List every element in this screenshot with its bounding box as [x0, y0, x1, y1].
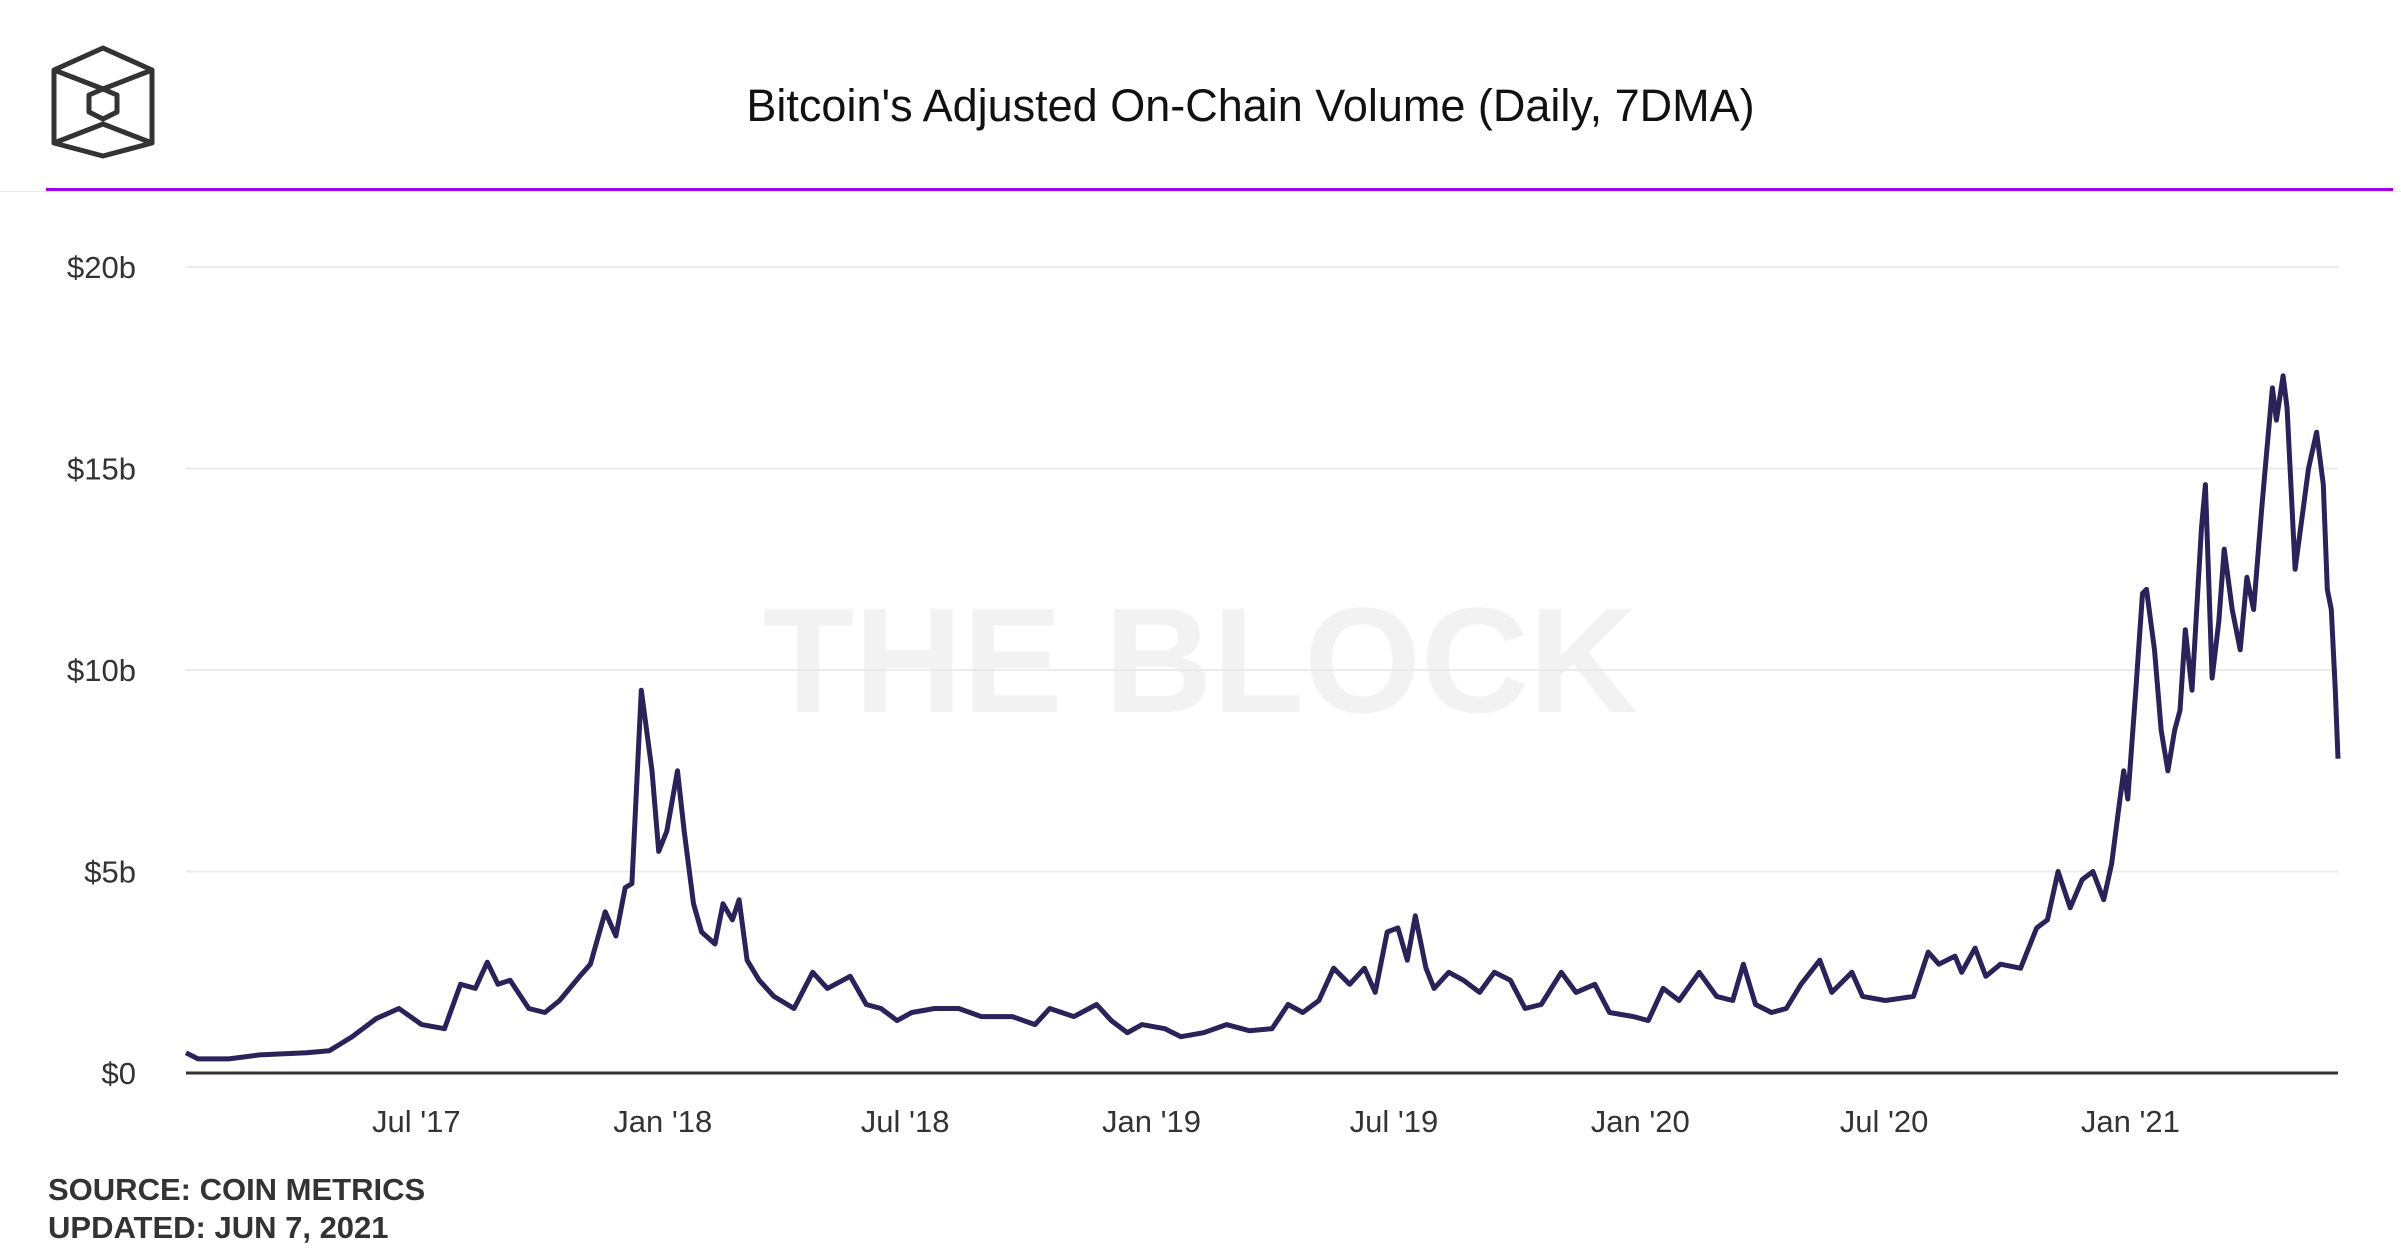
y-tick-label: $20b — [67, 250, 136, 285]
the-block-logo — [51, 45, 155, 159]
x-tick-label: Jan '20 — [1591, 1104, 1690, 1139]
volume-series-line — [184, 373, 2341, 1062]
watermark: THE BLOCK — [763, 576, 1638, 744]
y-tick-label: $15b — [67, 452, 136, 487]
y-tick-label: $5b — [84, 855, 136, 890]
x-tick-label: Jan '18 — [613, 1104, 712, 1139]
x-tick-label: Jan '21 — [2081, 1104, 2180, 1139]
source-note: SOURCE: COIN METRICS — [48, 1172, 426, 1207]
header-divider — [46, 188, 2393, 191]
x-tick-label: Jul '18 — [861, 1104, 950, 1139]
updated-note: UPDATED: JUN 7, 2021 — [48, 1210, 389, 1245]
x-tick-label: Jan '19 — [1102, 1104, 1201, 1139]
x-tick-label: Jul '19 — [1350, 1104, 1439, 1139]
header-divider-faint — [0, 191, 2401, 192]
chart-title: Bitcoin's Adjusted On-Chain Volume (Dail… — [746, 80, 1755, 131]
y-tick-label: $0 — [102, 1056, 136, 1091]
x-tick-label: Jul '20 — [1840, 1104, 1929, 1139]
y-tick-label: $10b — [67, 653, 136, 688]
x-tick-label: Jul '17 — [372, 1104, 461, 1139]
